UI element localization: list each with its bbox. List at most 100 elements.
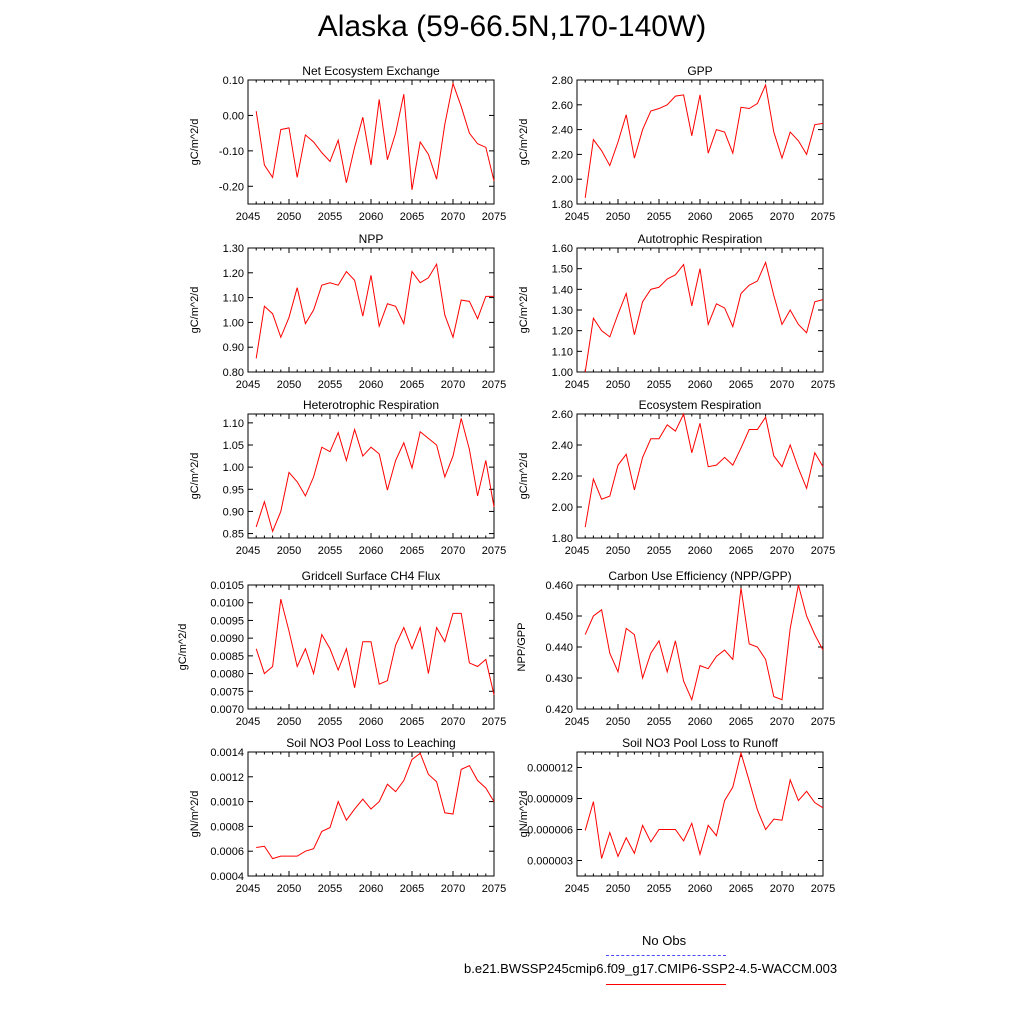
x-tick-label: 2065 <box>400 716 424 728</box>
y-tick-label: 0.450 <box>545 611 573 623</box>
y-axis-label: gC/m^2/d <box>518 453 530 500</box>
x-tick-label: 2070 <box>770 379 794 391</box>
series-line <box>256 752 495 860</box>
y-tick-label: 0.0085 <box>210 651 244 663</box>
x-tick-label: 2075 <box>811 211 835 223</box>
x-tick-label: 2050 <box>606 379 630 391</box>
series-line <box>255 81 495 190</box>
y-tick-label: 0.460 <box>545 580 573 592</box>
y-tick-label: -0.10 <box>219 146 244 158</box>
y-tick-label: 0.00 <box>223 110 244 122</box>
panel-title: Soil NO3 Pool Loss to Leaching <box>286 736 455 750</box>
x-tick-label: 2060 <box>688 211 712 223</box>
y-tick-label: 0.90 <box>223 506 244 518</box>
y-tick-label: 0.000012 <box>527 763 573 775</box>
panel-title: Carbon Use Efficiency (NPP/GPP) <box>608 569 791 583</box>
panel-title: Autotrophic Respiration <box>638 232 763 246</box>
y-tick-label: 0.10 <box>223 75 244 87</box>
y-tick-label: 1.00 <box>223 462 244 474</box>
y-tick-label: 1.30 <box>223 243 244 255</box>
y-axis-label: gC/m^2/d <box>177 624 189 671</box>
x-tick-label: 2050 <box>606 716 630 728</box>
panel-title: Ecosystem Respiration <box>639 398 762 412</box>
y-tick-label: 0.85 <box>223 529 244 541</box>
x-tick-label: 2065 <box>729 211 753 223</box>
plot-frame <box>247 413 495 539</box>
x-tick-label: 2055 <box>647 211 671 223</box>
x-tick-label: 2055 <box>647 545 671 557</box>
y-tick-label: 0.0075 <box>210 686 244 698</box>
series-line <box>584 751 824 859</box>
x-tick-label: 2050 <box>277 211 301 223</box>
y-tick-label: 1.20 <box>552 326 573 338</box>
x-tick-label: 2045 <box>236 545 260 557</box>
x-tick-label: 2070 <box>441 716 465 728</box>
x-tick-label: 2065 <box>400 883 424 895</box>
y-axis-label: gC/m^2/d <box>189 453 201 500</box>
x-tick-label: 2060 <box>688 883 712 895</box>
x-tick-label: 2055 <box>647 716 671 728</box>
x-tick-label: 2045 <box>236 211 260 223</box>
x-tick-label: 2065 <box>400 379 424 391</box>
x-tick-label: 2060 <box>359 545 383 557</box>
x-tick-label: 2055 <box>647 883 671 895</box>
y-tick-label: 2.40 <box>552 125 573 137</box>
x-tick-label: 2060 <box>359 716 383 728</box>
panel-8: Soil NO3 Pool Loss to Leaching 2045 2050 20… <box>189 736 506 895</box>
y-tick-label: 1.10 <box>552 346 573 358</box>
y-tick-label: 1.60 <box>552 243 573 255</box>
x-tick-label: 2075 <box>482 211 506 223</box>
y-axis-label: gN/m^2/d <box>518 791 530 838</box>
y-tick-label: 1.30 <box>552 305 573 317</box>
y-tick-label: 2.00 <box>552 502 573 514</box>
panel-6: Gridcell Surface CH4 Flux 2045 2050 2055 206… <box>177 569 506 728</box>
x-tick-label: 2060 <box>359 883 383 895</box>
x-tick-label: 2075 <box>482 379 506 391</box>
y-tick-label: 1.40 <box>552 284 573 296</box>
x-tick-label: 2070 <box>770 883 794 895</box>
y-axis-label: NPP/GPP <box>516 623 528 672</box>
series-line <box>255 262 494 359</box>
y-tick-label: 0.000003 <box>527 856 573 868</box>
x-tick-label: 2060 <box>359 211 383 223</box>
x-tick-label: 2075 <box>811 716 835 728</box>
y-tick-label: 0.90 <box>223 342 244 354</box>
x-tick-label: 2075 <box>482 716 506 728</box>
x-tick-label: 2065 <box>729 379 753 391</box>
x-tick-label: 2070 <box>770 545 794 557</box>
y-tick-label: 0.420 <box>545 704 573 716</box>
x-tick-label: 2065 <box>729 545 753 557</box>
series-line <box>255 599 495 695</box>
panel-1: GPP 2045 2050 2055 2060 2065 2070 2075 1.80 2.00 2… <box>518 64 835 223</box>
plot-frame <box>247 751 495 877</box>
panel-2: NPP 2045 2050 2055 2060 2065 2070 2075 0.80 0.90 1… <box>189 232 506 391</box>
x-tick-label: 2075 <box>811 545 835 557</box>
y-tick-label: 0.000006 <box>527 825 573 837</box>
plot-frame <box>247 247 495 373</box>
y-tick-label: 1.50 <box>552 264 573 276</box>
y-tick-label: 2.80 <box>552 75 573 87</box>
x-tick-label: 2075 <box>811 883 835 895</box>
x-tick-label: 2050 <box>606 883 630 895</box>
y-tick-label: 2.00 <box>552 174 573 186</box>
x-tick-label: 2065 <box>729 883 753 895</box>
y-tick-label: 1.05 <box>223 440 244 452</box>
x-tick-label: 2045 <box>565 545 589 557</box>
plot-frame <box>247 79 495 205</box>
y-tick-label: 1.80 <box>552 199 573 211</box>
x-tick-label: 2065 <box>400 545 424 557</box>
x-tick-label: 2045 <box>565 211 589 223</box>
panel-title: Heterotrophic Respiration <box>303 398 439 412</box>
x-tick-label: 2055 <box>318 211 342 223</box>
x-tick-label: 2075 <box>811 379 835 391</box>
x-tick-label: 2050 <box>606 211 630 223</box>
y-tick-label: 0.430 <box>545 673 573 685</box>
x-tick-label: 2065 <box>729 716 753 728</box>
x-tick-label: 2060 <box>688 545 712 557</box>
x-tick-label: 2075 <box>482 545 506 557</box>
plot-frame <box>576 584 824 710</box>
y-tick-label: 2.60 <box>552 409 573 421</box>
x-tick-label: 2055 <box>647 379 671 391</box>
x-tick-label: 2050 <box>277 545 301 557</box>
